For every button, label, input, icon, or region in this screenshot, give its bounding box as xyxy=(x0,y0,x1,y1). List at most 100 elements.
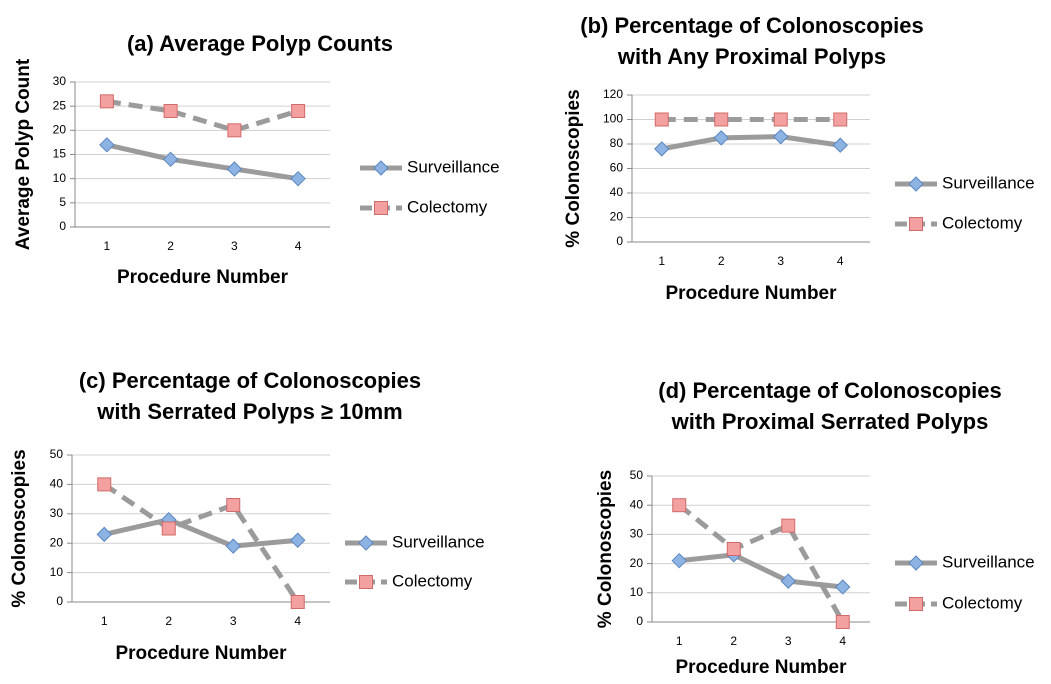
marker xyxy=(832,137,848,153)
x-axis-label: Procedure Number xyxy=(675,657,847,678)
y-tick-label: 40 xyxy=(630,497,644,511)
marker xyxy=(835,579,851,595)
chart-title: (d) Percentage of Colonoscopies xyxy=(658,378,1002,403)
y-tick-label: 40 xyxy=(50,477,64,491)
marker xyxy=(163,104,178,118)
x-tick-label: 1 xyxy=(658,254,665,268)
y-tick-label: 20 xyxy=(610,210,624,224)
y-tick-label: 10 xyxy=(53,171,67,185)
legend-marker xyxy=(359,575,373,589)
legend-marker xyxy=(909,597,923,611)
series-line xyxy=(677,503,845,624)
panel: (c) Percentage of Colonoscopies with Serr… xyxy=(9,368,485,664)
marker xyxy=(654,112,669,127)
legend-label: Colectomy xyxy=(942,213,1023,232)
y-tick-label: 100 xyxy=(603,112,623,126)
marker xyxy=(773,112,788,127)
y-tick-label: 20 xyxy=(53,123,67,137)
legend-marker xyxy=(908,555,924,571)
y-axis-label: % Colonoscopies xyxy=(595,470,616,628)
series-line xyxy=(678,552,844,590)
series-line xyxy=(102,482,300,604)
series-line xyxy=(661,134,841,152)
legend-marker xyxy=(373,160,389,176)
x-axis-label: Procedure Number xyxy=(117,267,289,288)
marker xyxy=(291,104,306,118)
x-tick-label: 2 xyxy=(718,254,725,268)
marker xyxy=(654,141,670,157)
marker xyxy=(833,112,848,127)
marker xyxy=(835,615,850,629)
marker xyxy=(227,123,242,138)
marker xyxy=(162,151,179,168)
marker xyxy=(97,477,112,492)
chart-title: (a) Average Polyp Counts xyxy=(127,31,393,56)
chart-title: (c) Percentage of Colonoscopies xyxy=(79,368,421,393)
legend-marker xyxy=(374,201,388,215)
x-tick-label: 4 xyxy=(837,254,844,268)
legend-marker xyxy=(909,217,923,231)
legend-label: Surveillance xyxy=(392,532,485,551)
legend-label: Colectomy xyxy=(392,571,473,590)
legend-label: Surveillance xyxy=(942,173,1035,192)
series-line xyxy=(103,517,298,549)
marker xyxy=(226,161,243,177)
marker xyxy=(290,170,306,187)
y-tick-label: 50 xyxy=(630,468,644,482)
panel: (d) Percentage of Colonoscopies with Prox… xyxy=(595,378,1035,678)
x-tick-label: 2 xyxy=(165,614,172,628)
y-tick-label: 30 xyxy=(50,506,64,520)
legend-label: Colectomy xyxy=(942,593,1023,612)
marker xyxy=(773,128,789,145)
x-tick-label: 3 xyxy=(785,634,792,648)
y-tick-label: 0 xyxy=(636,614,643,628)
x-tick-label: 3 xyxy=(231,239,238,253)
x-axis-label: Procedure Number xyxy=(665,283,837,304)
marker xyxy=(225,538,241,554)
legend-label: Surveillance xyxy=(407,157,500,176)
marker xyxy=(99,137,115,153)
y-axis-label: % Colonoscopies xyxy=(563,89,584,247)
y-tick-label: 50 xyxy=(50,447,64,461)
x-tick-label: 4 xyxy=(294,614,301,628)
y-tick-label: 80 xyxy=(610,136,624,150)
marker xyxy=(713,130,729,146)
marker xyxy=(781,518,796,533)
x-tick-label: 1 xyxy=(101,614,108,628)
y-tick-label: 60 xyxy=(610,161,624,175)
y-tick-label: 5 xyxy=(59,195,66,209)
y-tick-label: 0 xyxy=(616,234,623,248)
marker xyxy=(780,573,796,589)
y-tick-label: 30 xyxy=(630,527,644,541)
marker xyxy=(226,497,241,512)
x-tick-label: 4 xyxy=(839,634,846,648)
legend-marker xyxy=(358,535,374,551)
marker xyxy=(671,552,687,569)
marker xyxy=(290,595,305,609)
x-tick-label: 1 xyxy=(104,239,111,253)
y-tick-label: 10 xyxy=(50,565,64,579)
series-line xyxy=(106,142,299,182)
marker xyxy=(290,532,306,548)
x-axis-label: Procedure Number xyxy=(115,643,287,664)
marker xyxy=(96,526,112,543)
y-tick-label: 0 xyxy=(59,219,66,233)
y-tick-label: 30 xyxy=(53,74,67,88)
chart-title: (b) Percentage of Colonoscopies xyxy=(580,13,924,38)
panel: (a) Average Polyp Counts 0 5 10 15 20 25 30 1 2 3 4… xyxy=(13,31,500,288)
marker xyxy=(99,94,114,109)
chart-title: with Serrated Polyps ≥ 10mm xyxy=(96,399,403,424)
y-axis-label: % Colonoscopies xyxy=(9,449,30,607)
chart-title: with Any Proximal Polyps xyxy=(617,44,886,69)
chart-title: with Proximal Serrated Polyps xyxy=(671,409,989,434)
marker xyxy=(726,542,741,556)
y-tick-label: 15 xyxy=(53,147,67,161)
y-tick-label: 120 xyxy=(603,87,623,101)
x-tick-label: 3 xyxy=(230,614,237,628)
series-line xyxy=(106,98,299,133)
x-tick-label: 2 xyxy=(167,239,174,253)
y-tick-label: 0 xyxy=(56,594,63,608)
x-tick-label: 4 xyxy=(295,239,302,253)
